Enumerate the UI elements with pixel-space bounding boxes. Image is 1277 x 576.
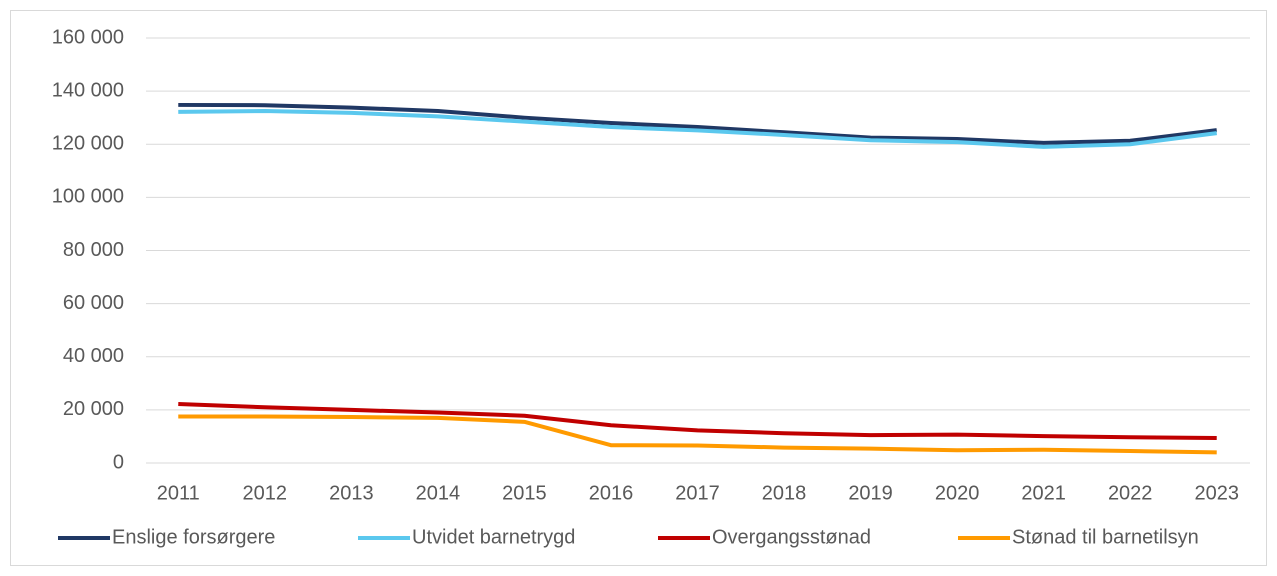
- legend-label: Overgangsstønad: [712, 526, 871, 548]
- series-line: [178, 402, 1217, 441]
- series-line: [178, 109, 1217, 149]
- legend-label: Utvidet barnetrygd: [412, 526, 575, 548]
- legend-label: Stønad til barnetilsyn: [1012, 526, 1199, 548]
- x-tick-label: 2020: [935, 482, 980, 504]
- y-tick-label: 160 000: [52, 26, 124, 48]
- x-tick-label: 2016: [589, 482, 634, 504]
- y-tick-label: 120 000: [52, 133, 124, 155]
- x-tick-label: 2011: [157, 482, 200, 504]
- y-tick-label: 0: [113, 451, 124, 473]
- y-tick-label: 60 000: [63, 292, 124, 314]
- y-tick-label: 140 000: [52, 79, 124, 101]
- x-tick-label: 2021: [1021, 482, 1066, 504]
- y-tick-label: 20 000: [63, 398, 124, 420]
- series-line: [178, 414, 1217, 455]
- y-tick-label: 100 000: [52, 186, 124, 208]
- legend-label: Enslige forsørgere: [112, 526, 275, 548]
- x-tick-label: 2023: [1194, 482, 1239, 504]
- x-tick-label: 2019: [848, 482, 893, 504]
- x-tick-label: 2013: [329, 482, 374, 504]
- x-tick-label: 2022: [1108, 482, 1153, 504]
- x-tick-label: 2017: [675, 482, 720, 504]
- x-tick-label: 2014: [416, 482, 461, 504]
- chart-frame: [10, 10, 1267, 566]
- y-tick-label: 80 000: [63, 239, 124, 261]
- x-tick-label: 2012: [243, 482, 288, 504]
- series-line: [178, 102, 1217, 145]
- y-tick-label: 40 000: [63, 345, 124, 367]
- x-tick-label: 2015: [502, 482, 547, 504]
- x-tick-label: 2018: [762, 482, 807, 504]
